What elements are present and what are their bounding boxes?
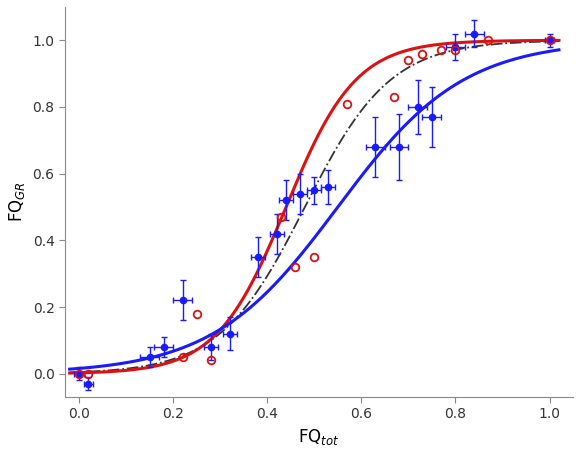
X-axis label: FQ$_{tot}$: FQ$_{tot}$ — [298, 427, 340, 447]
Y-axis label: FQ$_{GR}$: FQ$_{GR}$ — [7, 182, 27, 222]
